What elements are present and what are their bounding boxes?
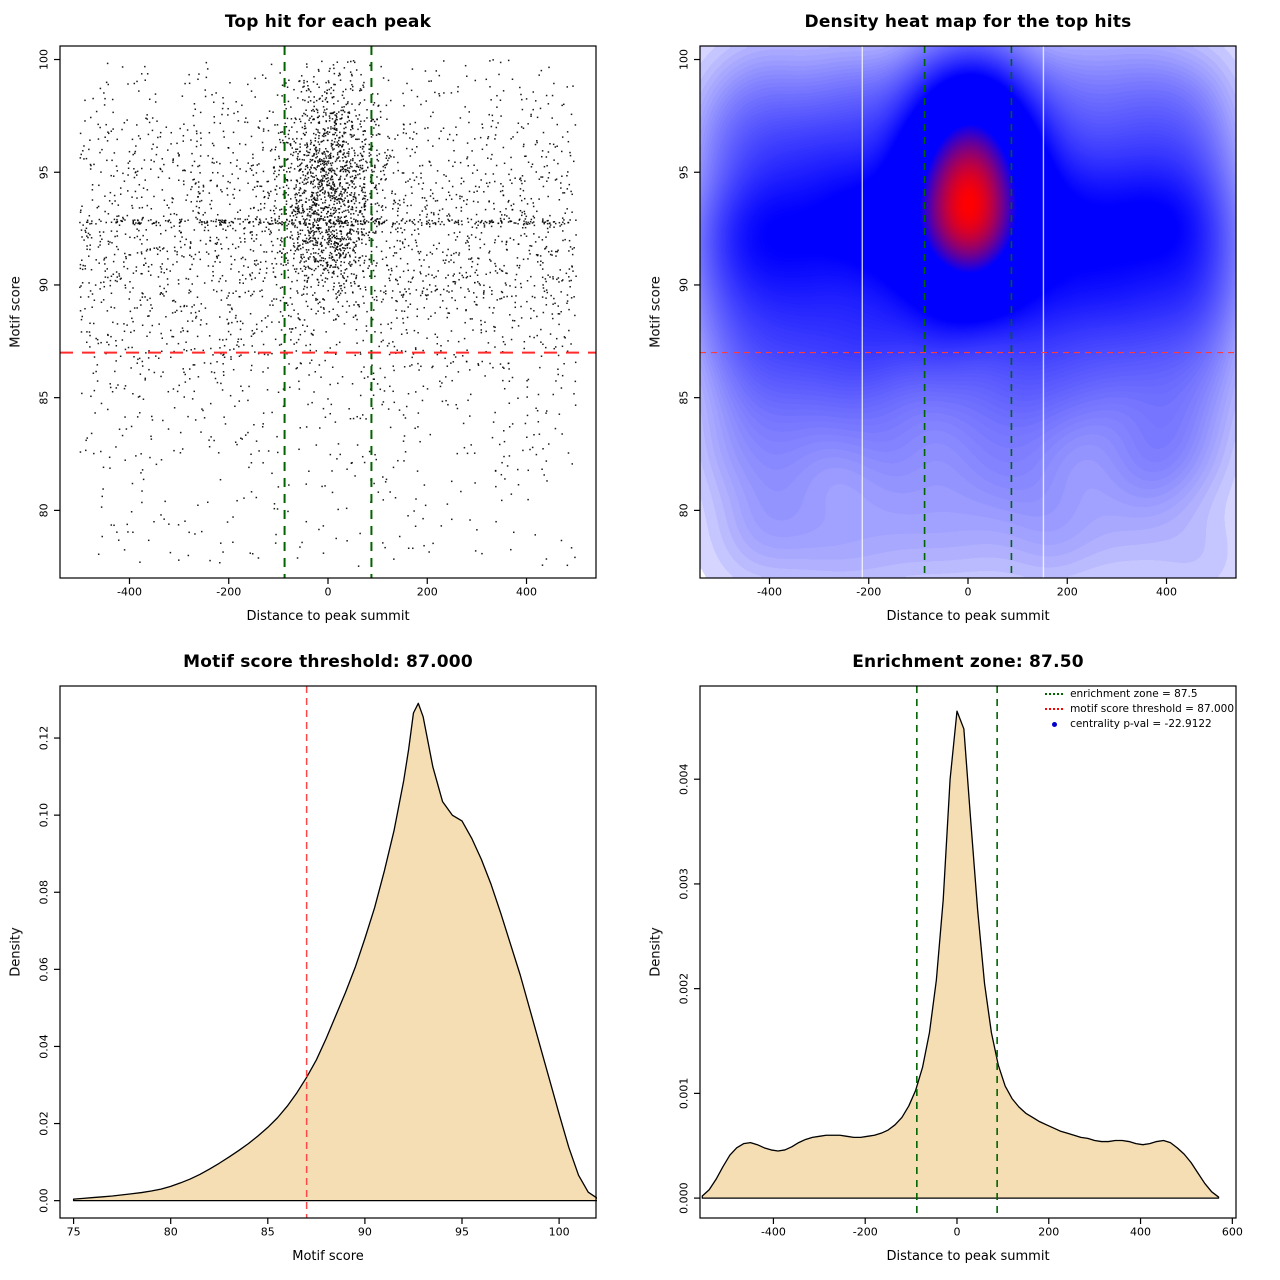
motif-score-density-plot xyxy=(0,640,640,1280)
plot-legend: enrichment zone = 87.5 motif score thres… xyxy=(1045,688,1234,730)
x-axis-label: Distance to peak summit xyxy=(246,609,410,624)
centrality-pval-dot-swatch xyxy=(1051,721,1057,727)
score-threshold-line-swatch xyxy=(1045,708,1064,710)
x-axis-label: Distance to peak summit xyxy=(886,609,1050,624)
enrichment-zone-line-swatch xyxy=(1045,693,1064,695)
chart-title: Motif score threshold: 87.000 xyxy=(183,652,473,672)
enrichment-zone-density-plot xyxy=(640,640,1280,1280)
legend-label: motif score threshold = 87.000 xyxy=(1070,703,1234,715)
density-heatmap-plot xyxy=(640,0,1280,640)
legend-item-score-threshold: motif score threshold = 87.000 xyxy=(1045,703,1234,715)
panel-density-heatmap: Density heat map for the top hits Distan… xyxy=(640,0,1280,640)
legend-item-enrichment-zone: enrichment zone = 87.5 xyxy=(1045,688,1198,700)
legend-item-centrality-pval: centrality p-val = -22.9122 xyxy=(1045,718,1212,730)
x-axis-label: Distance to peak summit xyxy=(886,1249,1050,1264)
legend-label: enrichment zone = 87.5 xyxy=(1070,688,1198,700)
chart-title: Top hit for each peak xyxy=(224,12,432,32)
y-axis-label: Motif score xyxy=(648,276,664,348)
y-axis-label: Density xyxy=(648,927,664,977)
panel-enrichment-zone-density: Enrichment zone: 87.50 Distance to peak … xyxy=(640,640,1280,1280)
legend-label: centrality p-val = -22.9122 xyxy=(1070,718,1212,730)
top-hit-scatter-plot xyxy=(0,0,640,640)
panel-top-hit-scatter: Top hit for each peak Distance to peak s… xyxy=(0,0,640,640)
chart-title: Enrichment zone: 87.50 xyxy=(852,652,1084,672)
chart-title: Density heat map for the top hits xyxy=(804,12,1132,32)
x-axis-label: Motif score xyxy=(292,1249,364,1264)
panel-motif-score-density: Motif score threshold: 87.000 Motif scor… xyxy=(0,640,640,1280)
y-axis-label: Motif score xyxy=(8,276,24,348)
y-axis-label: Density xyxy=(8,927,24,977)
